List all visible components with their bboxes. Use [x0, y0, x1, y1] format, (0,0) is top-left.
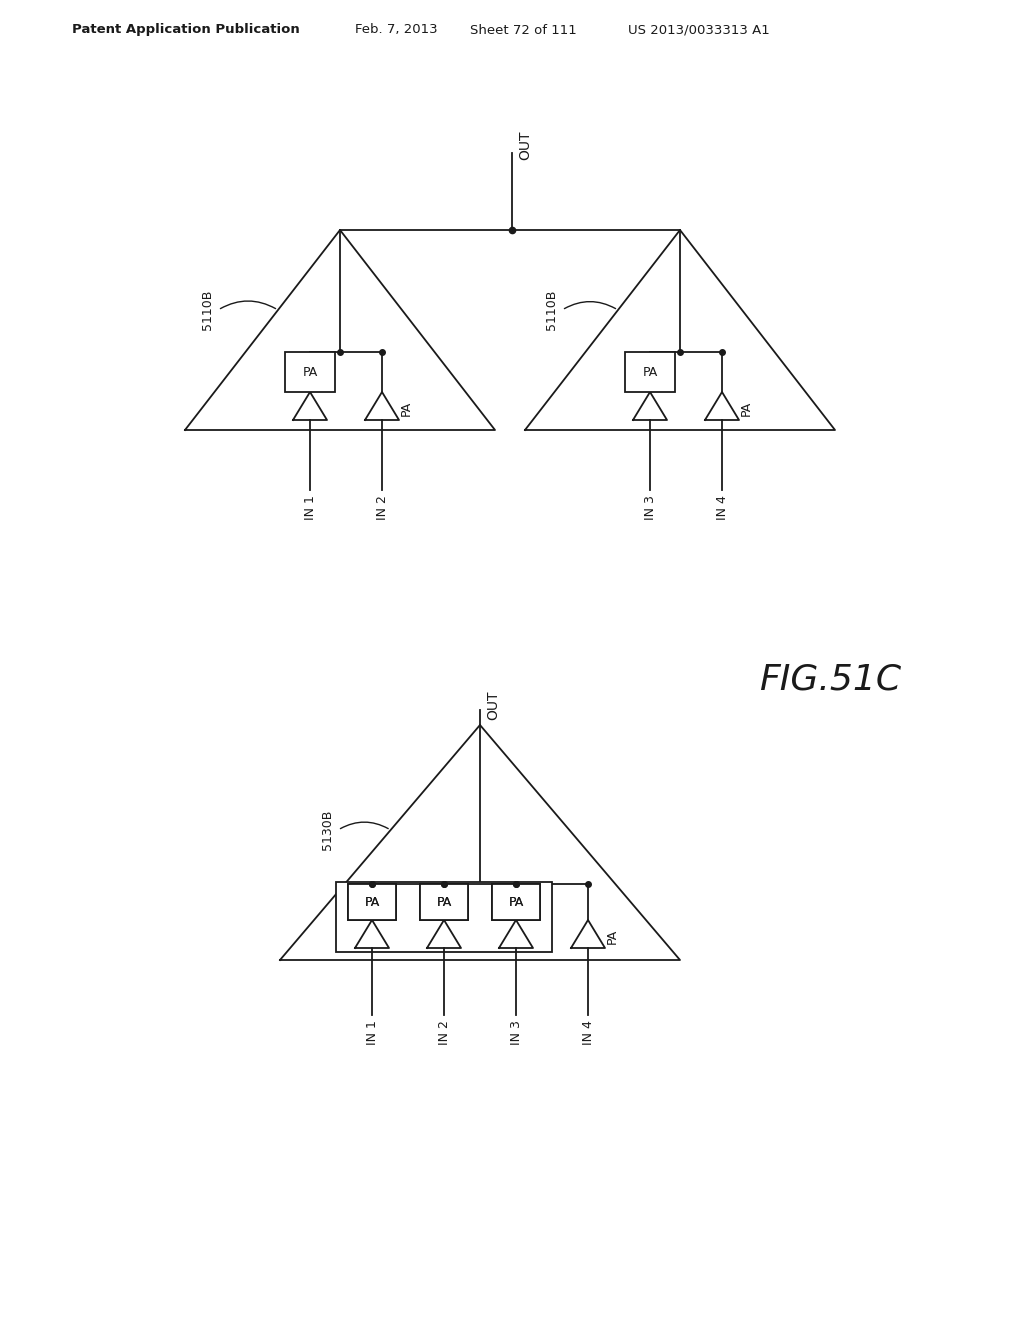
- Text: FIG.51C: FIG.51C: [759, 663, 901, 697]
- Bar: [492, 884, 540, 920]
- Text: IN 4: IN 4: [716, 495, 728, 520]
- Text: PA: PA: [508, 895, 523, 908]
- Text: IN 2: IN 2: [437, 1020, 451, 1045]
- Bar: [348, 884, 396, 920]
- Text: PA: PA: [436, 895, 452, 908]
- Text: 5130B: 5130B: [322, 809, 335, 850]
- Text: OUT: OUT: [486, 690, 500, 719]
- Text: IN 3: IN 3: [643, 495, 656, 520]
- Text: PA: PA: [606, 929, 618, 944]
- Text: PA: PA: [642, 366, 657, 379]
- Bar: [625, 352, 675, 392]
- Text: US 2013/0033313 A1: US 2013/0033313 A1: [628, 24, 770, 37]
- Text: IN 3: IN 3: [510, 1020, 522, 1045]
- Text: IN 2: IN 2: [376, 495, 388, 520]
- Text: PA: PA: [365, 895, 380, 908]
- Text: IN 1: IN 1: [303, 495, 316, 520]
- Text: Patent Application Publication: Patent Application Publication: [72, 24, 300, 37]
- Text: IN 1: IN 1: [366, 1020, 379, 1045]
- Text: PA: PA: [302, 366, 317, 379]
- Bar: [336, 882, 552, 952]
- Text: 5110B: 5110B: [546, 290, 558, 330]
- Text: PA: PA: [365, 895, 380, 908]
- Text: PA: PA: [436, 895, 452, 908]
- Text: IN 4: IN 4: [582, 1020, 595, 1045]
- Text: Feb. 7, 2013: Feb. 7, 2013: [355, 24, 437, 37]
- Bar: [420, 884, 468, 920]
- Bar: [492, 884, 540, 920]
- Bar: [420, 884, 468, 920]
- Text: PA: PA: [740, 401, 753, 416]
- Text: Sheet 72 of 111: Sheet 72 of 111: [470, 24, 577, 37]
- Bar: [285, 352, 335, 392]
- Text: PA: PA: [508, 895, 523, 908]
- Text: OUT: OUT: [518, 131, 532, 160]
- Text: 5110B: 5110B: [202, 290, 214, 330]
- Text: PA: PA: [400, 401, 413, 416]
- Bar: [348, 884, 396, 920]
